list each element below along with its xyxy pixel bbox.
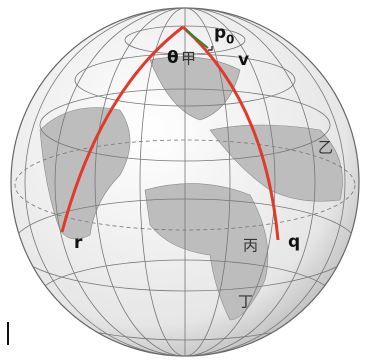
globe-diagram: p 0 v θ 甲 乙 r q 丙 丁: [0, 0, 365, 360]
label-v: v: [238, 50, 249, 70]
label-p-sub: 0: [226, 33, 234, 47]
label-ding: 丁: [238, 293, 253, 311]
label-jia: 甲: [181, 50, 196, 68]
label-q: q: [288, 232, 300, 252]
label-p: p: [214, 23, 226, 43]
label-bing: 丙: [243, 237, 258, 255]
label-r: r: [74, 233, 83, 253]
label-yi: 乙: [318, 139, 333, 157]
label-theta: θ: [167, 48, 179, 68]
